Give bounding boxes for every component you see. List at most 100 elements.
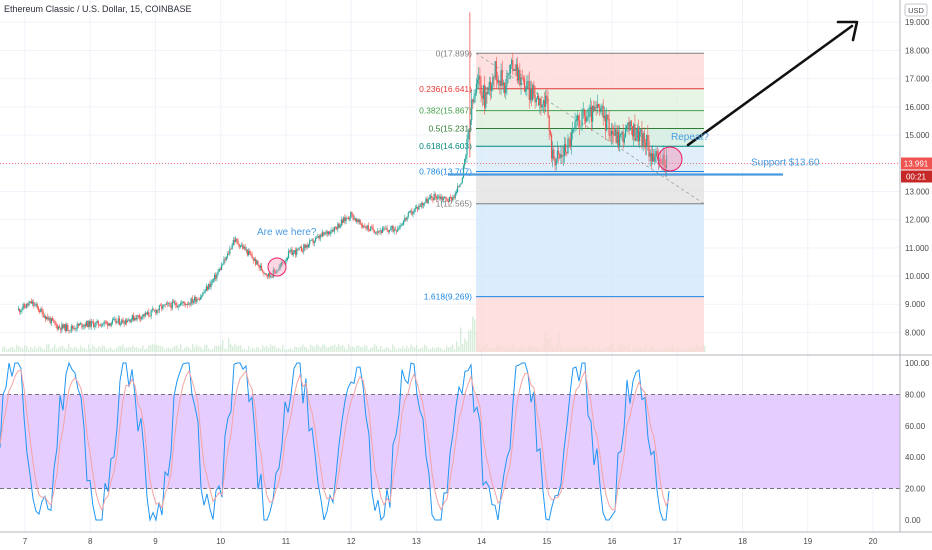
candle-body — [40, 308, 42, 313]
candle-body — [346, 217, 348, 219]
candle-body — [465, 155, 467, 159]
candle-body — [390, 228, 392, 230]
volume-bar — [12, 346, 14, 352]
volume-bar — [116, 347, 118, 352]
candle-body — [217, 271, 219, 274]
candle-body — [272, 269, 274, 278]
volume-bar — [154, 344, 156, 352]
candle-body — [428, 197, 431, 200]
candle-body — [191, 298, 193, 303]
candle-body — [547, 98, 549, 116]
volume-bar — [110, 347, 112, 352]
candle-body — [377, 231, 379, 233]
candle-body — [263, 271, 265, 274]
candle-body — [371, 226, 373, 228]
volume-bar — [182, 349, 184, 352]
candle-body — [289, 251, 291, 252]
volume-bar — [168, 347, 170, 352]
candle-body — [189, 303, 191, 305]
fib-level-label: 0.382(15.867) — [419, 106, 472, 116]
candle-body — [337, 223, 339, 230]
volume-bar — [274, 346, 276, 352]
candle-body — [561, 154, 563, 157]
stochastic-pane[interactable] — [0, 361, 900, 522]
candle-body — [197, 299, 199, 300]
candle-body — [644, 142, 647, 146]
candle-body — [630, 121, 632, 127]
candle-body — [232, 240, 234, 245]
volume-bar — [332, 345, 334, 352]
candle-body — [379, 230, 381, 232]
candle-body — [319, 234, 321, 239]
candle-body — [135, 318, 137, 320]
volume-bar — [308, 349, 310, 352]
candle-body — [631, 126, 634, 137]
volume-bar — [90, 348, 92, 352]
candle-body — [129, 319, 131, 323]
volume-bar — [156, 344, 158, 352]
candle-body — [115, 318, 117, 323]
candle-body — [49, 318, 51, 324]
oscillator-axis[interactable]: 100.00 80.00 60.00 40.00 20.00 0.00 — [905, 359, 930, 525]
currency-box[interactable] — [904, 3, 928, 17]
candle-body — [277, 270, 279, 272]
volume-bar — [216, 345, 218, 352]
candle-body — [257, 260, 259, 265]
candle-body — [627, 122, 629, 126]
candle-body — [283, 262, 285, 264]
volume-bar — [248, 346, 250, 352]
fib-level-label: 0.786(13.707) — [419, 167, 472, 177]
candle-body — [165, 303, 168, 305]
volume-bar — [254, 349, 256, 352]
time-tick-label: 16 — [608, 537, 617, 546]
candle-body — [502, 82, 505, 86]
volume-bar — [138, 348, 140, 352]
candle-body — [610, 131, 613, 136]
candle-body — [158, 305, 160, 311]
chart-annotations[interactable] — [0, 20, 900, 277]
candle-body — [159, 305, 162, 306]
candle-body — [34, 305, 36, 306]
time-axis[interactable]: 7 8 9 10 11 12 13 14 15 16 17 18 19 20 — [23, 537, 878, 546]
candle-body — [400, 225, 402, 226]
volume-bar — [16, 344, 18, 352]
candle-body — [660, 159, 662, 164]
candle-body — [154, 310, 156, 311]
candle-body — [120, 323, 122, 325]
candle-body — [562, 155, 564, 157]
candle-body — [194, 297, 196, 301]
fib-level-label: 0(17.899) — [436, 48, 473, 58]
candle-body — [132, 315, 135, 321]
candle-body — [218, 268, 220, 272]
candle-body — [56, 324, 58, 330]
candle-body — [264, 273, 266, 274]
candle-body — [96, 320, 98, 323]
candle-body — [78, 324, 81, 326]
candle-body — [75, 328, 77, 330]
candle-body — [383, 228, 385, 230]
candle-body — [422, 203, 425, 206]
volume-bar — [14, 349, 16, 352]
candle-body — [543, 100, 546, 107]
current-price-tag — [901, 157, 932, 170]
volume-bar — [294, 346, 296, 352]
candle-body — [244, 246, 246, 251]
volume-bar — [78, 349, 80, 352]
candle-body — [388, 229, 391, 232]
candle-body — [572, 129, 574, 133]
volume-bar — [422, 347, 424, 352]
candle-body — [469, 120, 472, 129]
candle-body — [370, 226, 372, 231]
candle-body — [270, 276, 272, 278]
candle-body — [294, 250, 297, 255]
volume-bar — [454, 349, 456, 352]
volume-bar — [276, 348, 278, 352]
volume-bar — [86, 349, 88, 352]
fibonacci-retracement[interactable]: 0(17.899) 0.236(16.641) 0.382(15.867) 0.5(1… — [419, 48, 705, 352]
main-pane[interactable] — [0, 0, 900, 354]
volume-bar — [108, 348, 110, 352]
candle-body — [87, 321, 89, 328]
candle-body — [69, 330, 71, 332]
volume-bar — [252, 347, 254, 352]
